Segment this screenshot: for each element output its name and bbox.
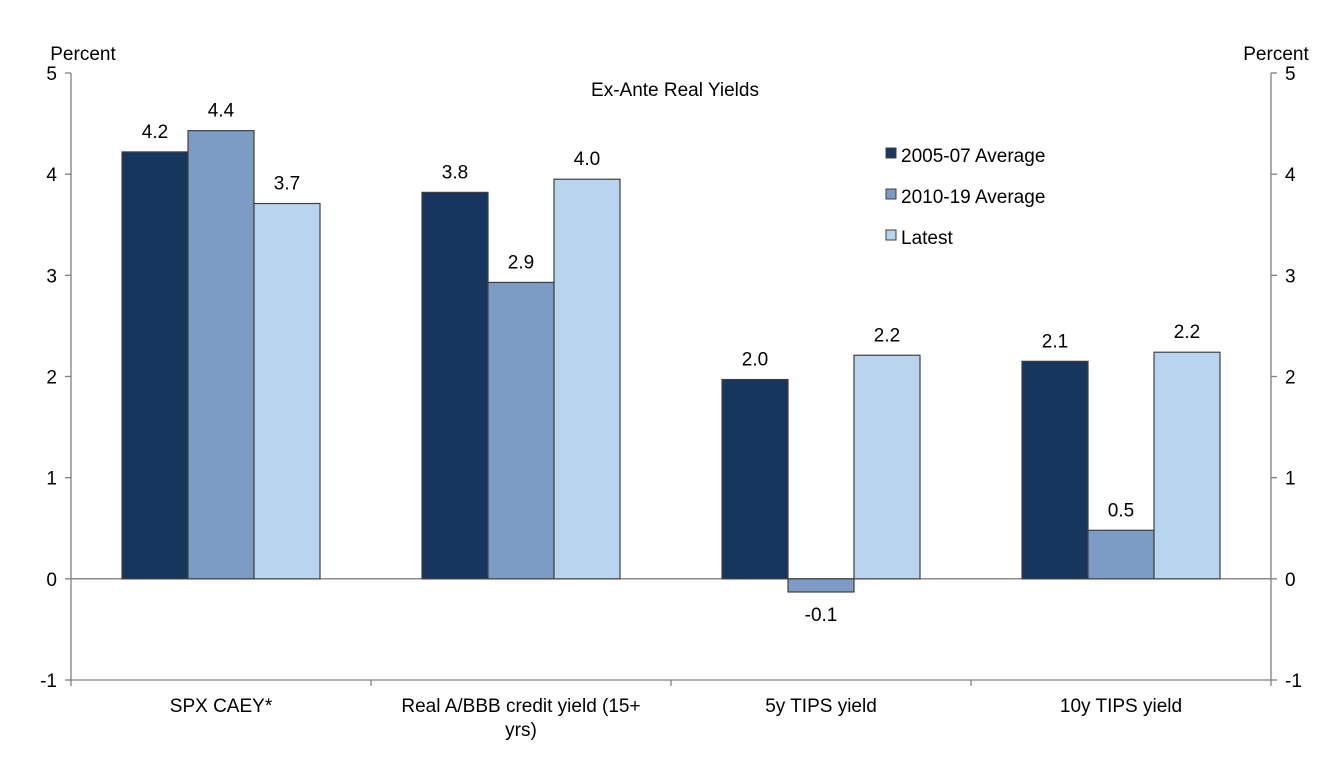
- bar: [787, 578, 855, 593]
- data-label: 4.4: [208, 101, 235, 122]
- bar: [253, 202, 321, 580]
- data-label: 2.1: [1042, 331, 1068, 352]
- y-tick-label-left: 2: [46, 368, 57, 389]
- legend-swatch: [885, 229, 897, 241]
- data-label: 2.2: [874, 325, 900, 346]
- bar: [487, 281, 555, 580]
- data-label: 3.8: [442, 162, 468, 183]
- y-axis-title-right: Percent: [1243, 44, 1309, 65]
- data-label: 4.2: [142, 122, 168, 143]
- category-label-line: 10y TIPS yield: [1060, 696, 1182, 717]
- y-tick-label-right: 5: [1285, 64, 1296, 85]
- category-label: SPX CAEY*: [170, 696, 273, 717]
- chart-title: Ex-Ante Real Yields: [591, 80, 759, 101]
- category-label-line: Real A/BBB credit yield (15+: [401, 696, 640, 717]
- y-tick-label-left: 1: [46, 469, 57, 490]
- y-tick-label-right: 0: [1285, 570, 1296, 591]
- y-tick-label-left: 3: [46, 266, 57, 287]
- y-axis-title-left: Percent: [50, 44, 116, 65]
- bar: [721, 378, 789, 580]
- y-tick-label-right: 3: [1285, 266, 1296, 287]
- bar: [121, 151, 189, 580]
- legend-swatch: [885, 188, 897, 200]
- data-label: 2.0: [742, 350, 768, 371]
- bar: [1087, 529, 1155, 580]
- y-tick-label-right: 4: [1285, 165, 1296, 186]
- legend-swatch: [885, 147, 897, 159]
- bar: [1153, 351, 1221, 580]
- bar: [853, 354, 921, 580]
- y-tick-label-left: 0: [46, 570, 57, 591]
- category-label-line: SPX CAEY*: [170, 696, 273, 717]
- category-label: 10y TIPS yield: [1060, 696, 1182, 717]
- category-label: Real A/BBB credit yield (15+ yrs): [401, 696, 640, 741]
- bars-layer: [121, 130, 1221, 593]
- bar: [553, 178, 621, 580]
- legend-label: 2005-07 Average: [901, 146, 1045, 167]
- data-label: 3.7: [274, 174, 300, 195]
- data-label: 0.5: [1108, 500, 1134, 521]
- category-label: 5y TIPS yield: [765, 696, 877, 717]
- legend-label: Latest: [901, 228, 953, 249]
- labels-layer: 4.2 4.4 3.7 SPX CAEY* 3.8 2.9 4.0 Real A/BBB cr…: [142, 101, 1200, 741]
- y-tick-label-left: -1: [40, 671, 57, 692]
- y-tick-label-left: 4: [46, 165, 57, 186]
- y-tick-label-right: 2: [1285, 368, 1296, 389]
- legend-label: 2010-19 Average: [901, 187, 1045, 208]
- data-label: 2.2: [1174, 322, 1200, 343]
- legend: 2005-07 Average 2010-19 Average Latest: [885, 146, 1045, 249]
- category-label-line: yrs): [505, 720, 537, 741]
- category-label-line: 5y TIPS yield: [765, 696, 877, 717]
- y-tick-label-left: 5: [46, 64, 57, 85]
- bar: [187, 130, 255, 580]
- y-tick-label-right: 1: [1285, 469, 1296, 490]
- data-label: 4.0: [574, 149, 600, 170]
- bar: [1021, 360, 1089, 580]
- data-label: 2.9: [508, 252, 534, 273]
- y-tick-label-right: -1: [1285, 671, 1302, 692]
- bar: [421, 191, 489, 580]
- data-label: -0.1: [805, 605, 838, 626]
